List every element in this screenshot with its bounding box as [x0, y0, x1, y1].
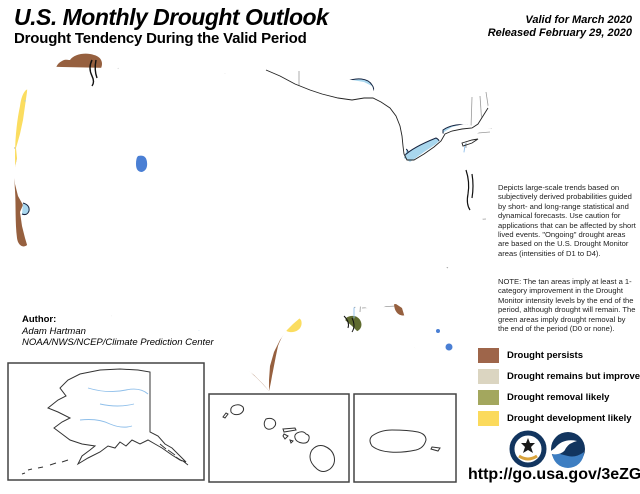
lake-okeechobee — [445, 343, 453, 351]
doc-seal-logo — [509, 430, 547, 468]
noaa-logo — [549, 432, 585, 468]
validity-block: Valid for March 2020 Released February 2… — [488, 14, 632, 40]
legend-item-drought-development: Drought development likely — [478, 411, 640, 426]
kahoolawe — [289, 439, 294, 444]
water-features — [21, 59, 474, 351]
mississippi-delta-marsh — [343, 315, 355, 333]
released-text: Released February 29, 2020 — [487, 27, 632, 39]
author-label: Author: — [22, 314, 57, 325]
legend-swatch-drought-persists — [478, 348, 499, 363]
maui — [294, 431, 310, 444]
molokai — [282, 427, 297, 433]
page-subtitle: Drought Tendency During the Valid Period — [14, 30, 307, 47]
canada-border-through-lakes — [265, 69, 489, 161]
legend-swatch-drought-improves — [478, 369, 499, 384]
oahu — [263, 417, 277, 430]
legend-swatch-drought-development — [478, 411, 499, 426]
lanai — [282, 433, 289, 440]
vieques — [430, 446, 441, 452]
alaska-se-islands — [159, 443, 189, 466]
coastline-and-borders — [13, 61, 509, 392]
title-block: U.S. Monthly Drought Outlook Drought Ten… — [14, 4, 329, 47]
florida-lake — [436, 329, 440, 333]
legend-item-drought-persists: Drought persists — [478, 348, 640, 363]
description-paragraph-2: NOTE: The tan areas imply at least a 1-c… — [498, 277, 636, 334]
map-legend: Drought persists Drought remains but imp… — [478, 348, 640, 432]
hawaii-island — [309, 445, 335, 472]
puget-sound — [89, 59, 98, 87]
noaa-seagull-icon — [549, 440, 577, 455]
author-name: Adam Hartman — [22, 325, 86, 337]
puerto-rico-inset — [353, 393, 457, 483]
chesapeake-bay — [465, 169, 474, 211]
long-island — [461, 138, 479, 147]
legend-item-drought-improves: Drought remains but improves — [478, 369, 640, 384]
legend-item-drought-removal: Drought removal likely — [478, 390, 640, 405]
aleutian-islands — [21, 459, 69, 475]
description-paragraph-1: Depicts large-scale trends based on subj… — [498, 183, 636, 258]
legend-swatch-drought-removal — [478, 390, 499, 405]
niihau — [222, 412, 229, 419]
author-block: Author: Adam Hartman NOAA/NWS/NCEP/Clima… — [22, 314, 214, 349]
alaska-inset — [7, 362, 205, 481]
alaska-rivers — [79, 387, 149, 428]
info-url-link[interactable]: http://go.usa.gov/3eZGd — [468, 466, 640, 483]
puerto-rico-outline — [369, 429, 427, 453]
valid-for-text: Valid for March 2020 — [525, 14, 632, 26]
hawaii-inset — [208, 393, 350, 483]
page-title: U.S. Monthly Drought Outlook — [14, 4, 329, 30]
san-francisco-bay — [21, 202, 30, 216]
great-salt-lake — [136, 155, 148, 172]
doc-eagle-icon — [521, 438, 535, 453]
kauai — [230, 404, 245, 416]
author-org: NOAA/NWS/NCEP/Climate Prediction Center — [22, 337, 214, 348]
